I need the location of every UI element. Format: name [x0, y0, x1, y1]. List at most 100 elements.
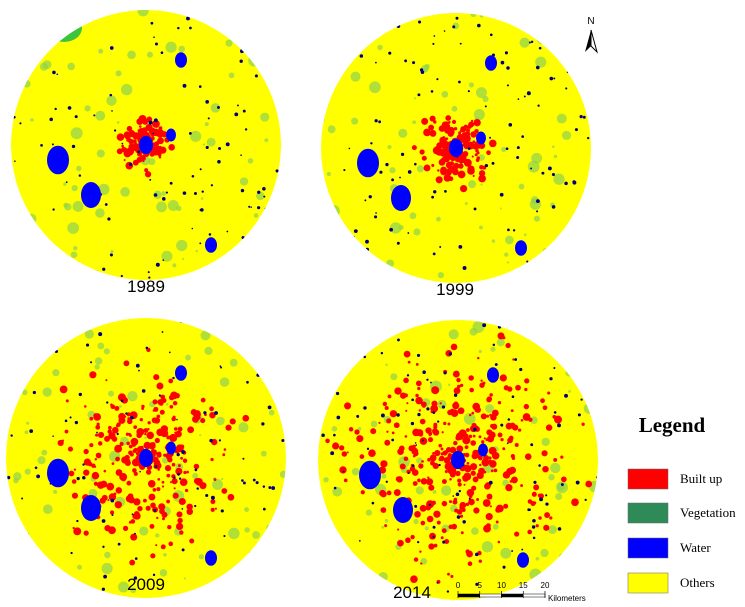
built-up [433, 429, 439, 435]
built-up [148, 480, 156, 488]
vegetation-patch [586, 61, 592, 67]
water-dot [56, 73, 58, 75]
built-up [433, 425, 437, 429]
built-up [161, 544, 166, 549]
vegetation-patch [416, 486, 424, 494]
vegetation-patch [436, 217, 441, 222]
built-up [444, 450, 448, 454]
built-up [83, 469, 89, 475]
built-up [66, 399, 69, 402]
vegetation-patch [120, 187, 130, 197]
water-dot [7, 476, 10, 479]
built-up [97, 423, 100, 426]
vegetation-patch [205, 122, 209, 126]
vegetation-patch [332, 426, 338, 432]
vegetation-patch [265, 564, 275, 574]
vegetation-patch [414, 97, 416, 99]
water-dot [593, 530, 595, 532]
built-up [153, 374, 159, 380]
water-dot [155, 43, 158, 46]
built-up [133, 132, 140, 139]
vegetation-patch [479, 226, 483, 230]
built-up [158, 469, 160, 471]
vegetation-patch [9, 256, 14, 261]
water-dot [493, 344, 495, 346]
water-body [47, 459, 69, 488]
water-dot [202, 190, 204, 192]
built-up [412, 469, 419, 476]
built-up [503, 504, 508, 509]
built-up [515, 443, 519, 447]
scale-tick-label: 5 [478, 581, 483, 590]
water-dot [268, 486, 271, 489]
water-body [139, 449, 153, 467]
water-dot [375, 119, 378, 122]
vegetation-patch [469, 82, 474, 87]
legend-label: Others [680, 575, 715, 590]
built-up [106, 483, 114, 491]
vegetation-patch [52, 369, 59, 376]
water-dot [549, 77, 553, 81]
built-up [480, 380, 482, 382]
vegetation-patch [592, 351, 601, 360]
built-up [131, 438, 139, 446]
built-up [473, 175, 475, 177]
legend-swatch [628, 573, 668, 593]
built-up [214, 478, 217, 481]
water-dot [79, 393, 82, 396]
vegetation-patch [40, 63, 48, 71]
water-dot [65, 18, 67, 20]
water-dot [40, 144, 43, 147]
water-dot [70, 552, 72, 554]
built-up [458, 171, 466, 179]
built-up [428, 543, 434, 549]
built-up [543, 525, 549, 531]
vegetation-patch [20, 45, 23, 48]
scale-tick-label: 10 [497, 581, 506, 590]
built-up [147, 432, 154, 439]
vegetation-patch [5, 572, 17, 584]
built-up [477, 357, 479, 359]
vegetation-patch [25, 469, 31, 475]
built-up [447, 168, 451, 172]
built-up [211, 508, 215, 512]
vegetation-patch [73, 201, 84, 212]
water-dot [268, 405, 272, 409]
water-dot [226, 142, 230, 146]
water-dot [365, 240, 369, 244]
water-dot [225, 579, 228, 582]
water-dot [359, 540, 361, 542]
built-up [124, 159, 126, 161]
built-up [139, 125, 142, 128]
water-dot [156, 263, 160, 267]
water-dot [13, 116, 16, 119]
vegetation-patch [534, 216, 540, 222]
vegetation-patch [433, 490, 437, 494]
built-up [154, 129, 157, 132]
built-up [541, 450, 547, 456]
built-up [419, 409, 421, 411]
water-dot [32, 36, 34, 38]
vegetation-patch [178, 46, 185, 53]
built-up [460, 185, 467, 192]
water-dot [261, 422, 264, 425]
water-dot [564, 394, 568, 398]
water-dot [343, 471, 345, 473]
water-dot [517, 146, 520, 149]
built-up [531, 501, 536, 506]
built-up [179, 530, 183, 534]
water-dot [503, 566, 506, 569]
water-dot [321, 589, 323, 591]
water-dot [246, 44, 249, 47]
built-up [469, 145, 471, 147]
water-dot [12, 596, 15, 599]
water-dot [166, 192, 168, 194]
water-dot [507, 442, 509, 444]
built-up [510, 480, 513, 483]
built-up [429, 533, 436, 540]
built-up [471, 471, 476, 476]
built-up [96, 453, 102, 459]
vegetation-patch [127, 391, 137, 401]
built-up [332, 442, 339, 449]
vegetation-patch [328, 205, 340, 217]
